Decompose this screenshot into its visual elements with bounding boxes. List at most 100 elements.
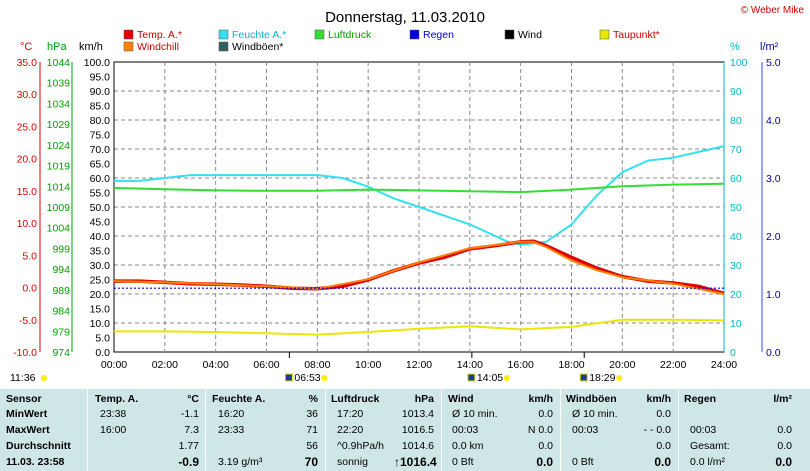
series-line-feuchte-a [114, 145, 725, 246]
tick-label-wind: 85.0 [90, 101, 111, 113]
tick-label-time: 18:00 [558, 359, 584, 371]
header-unit: km/h [646, 393, 671, 405]
marker-icon [579, 373, 588, 382]
press-value: 1014.6 [401, 440, 434, 452]
marker-label: 06:53 [294, 372, 320, 384]
press-time: sonnig [337, 456, 368, 468]
gust-text: 00:03 [572, 424, 599, 436]
press-time: ^0.9hPa/h [337, 440, 384, 452]
temp-value: -1.1 [180, 408, 199, 420]
wind-value: 0.0 [538, 408, 553, 420]
legend-label: Feuchte A.* [232, 29, 286, 41]
legend-label: Temp. A.* [137, 29, 182, 41]
tick-label-pressure: 1004 [47, 223, 71, 235]
sun-icon [616, 375, 623, 381]
tick-label-wind: 10.0 [90, 318, 111, 330]
tick-label-wind: 55.0 [90, 188, 111, 200]
legend-label: Wind [518, 29, 542, 41]
legend-swatch [123, 41, 134, 52]
gust-value: 0.0 [656, 440, 671, 452]
rain-text: 0.0 l/m² [690, 456, 726, 468]
tick-label-time: 14:00 [457, 359, 483, 371]
rain-text: 00:03 [690, 424, 717, 436]
tick-label-time: 06:00 [253, 359, 279, 371]
tick-label-wind: 75.0 [90, 130, 111, 142]
axes: °C hPa km/h% l/m² 35.0 30.0 25.0 20.0 15.0 10.0 5.… [13, 41, 781, 371]
header-unit: l/m² [773, 393, 792, 405]
axis-unit-pressure: hPa [47, 41, 67, 53]
hum-time: 23:33 [218, 424, 245, 436]
marker-icon [284, 373, 293, 382]
tick-label-wind: 60.0 [90, 173, 111, 185]
tick-label-wind: 15.0 [90, 304, 111, 316]
legend: Temp. A.* Feuchte A.* Luftdruck Regen Wind Ta… [123, 29, 660, 53]
tick-label-temp: 35.0 [17, 57, 38, 69]
tick-label-pressure: 1009 [47, 202, 71, 214]
wind-text: 0.0 km [452, 440, 484, 452]
tick-label-wind: 45.0 [90, 217, 111, 229]
header-unit: km/h [528, 393, 553, 405]
temp-time: 16:00 [100, 424, 127, 436]
tick-label-humidity: 30 [730, 260, 742, 272]
tick-label-pressure: 979 [52, 326, 70, 338]
legend-swatch [314, 29, 325, 40]
tick-label-time: 24:00 [711, 359, 737, 371]
tick-label-time: 12:00 [406, 359, 432, 371]
tick-label-rain: 0.0 [766, 347, 781, 359]
header-unit: °C [187, 393, 199, 405]
tick-label-humidity: 40 [730, 231, 742, 243]
series-line-windchill [113, 240, 725, 295]
gust-value: - - 0.0 [643, 424, 671, 436]
row-label: MaxWert [6, 424, 50, 436]
rain-value: 0.0 [777, 424, 792, 436]
tick-label-pressure: 974 [52, 347, 70, 359]
marker-icon [467, 373, 476, 382]
series-line-taupunkt [114, 318, 725, 336]
tick-label-rain: 2.0 [766, 231, 781, 243]
tick-label-time: 02:00 [152, 359, 178, 371]
tick-label-pressure: 999 [52, 243, 70, 255]
header-label: Temp. A. [95, 393, 139, 405]
hum-value: 70 [304, 455, 318, 469]
row-label: 11.03. 23:58 [6, 456, 65, 468]
gust-text: Ø 10 min. [572, 408, 618, 420]
tick-label-wind: 50.0 [90, 202, 111, 214]
table-divider [441, 389, 442, 471]
tick-label-wind: 100.0 [84, 57, 110, 69]
tick-label-temp: 30.0 [17, 89, 38, 101]
tick-label-rain: 4.0 [766, 115, 781, 127]
press-value: ↑1016.4 [394, 455, 437, 469]
brand-label: © Weber Mike [741, 5, 805, 16]
tick-label-pressure: 1014 [47, 181, 71, 193]
wind-text: Ø 10 min. [452, 408, 498, 420]
wind-value: 0.0 [538, 440, 553, 452]
legend-swatch [504, 29, 515, 40]
tick-label-humidity: 20 [730, 289, 742, 301]
tick-label-pressure: 1029 [47, 119, 71, 131]
tick-label-humidity: 90 [730, 86, 742, 98]
legend-label: Windböen* [232, 41, 283, 53]
tick-label-pressure: 1034 [47, 98, 71, 110]
tick-label-pressure: 1019 [47, 161, 71, 173]
hum-value: 56 [306, 440, 318, 452]
tick-label-time: 16:00 [508, 359, 534, 371]
tick-label-wind: 25.0 [90, 275, 111, 287]
hum-value: 36 [306, 408, 318, 420]
marker-label: 11:36 [10, 372, 36, 384]
legend-label: Windchill [137, 41, 179, 53]
temp-time: 23:38 [100, 408, 127, 420]
press-time: 22:20 [337, 424, 364, 436]
axis-unit-humidity: % [730, 41, 740, 53]
sun-icon [321, 375, 328, 381]
temp-value: 7.3 [184, 424, 199, 436]
wind-text: 0 Bft [452, 456, 474, 468]
sun-icon [503, 375, 510, 381]
tick-label-humidity: 10 [730, 318, 742, 330]
wind-text: 00:03 [452, 424, 479, 436]
tick-label-wind: 95.0 [90, 72, 111, 84]
tick-label-time: 10:00 [355, 359, 381, 371]
tick-label-humidity: 60 [730, 173, 742, 185]
legend-swatch [123, 29, 134, 40]
tick-label-wind: 80.0 [90, 115, 111, 127]
